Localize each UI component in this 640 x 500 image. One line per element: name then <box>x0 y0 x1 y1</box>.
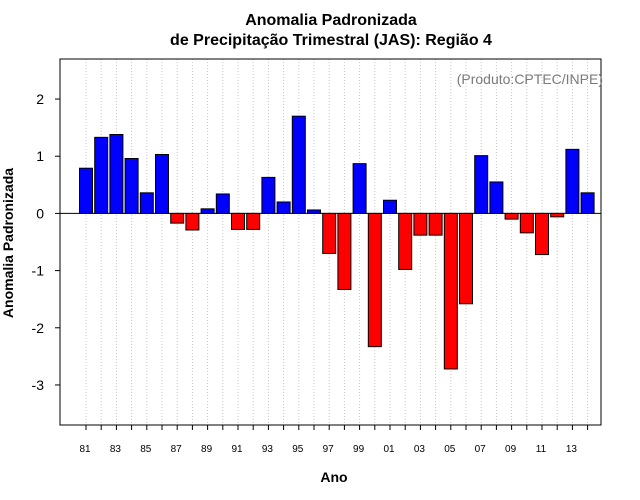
bar-13 <box>565 148 580 214</box>
y-tick-label: -2 <box>32 320 45 336</box>
bar-01 <box>383 199 397 214</box>
x-tick-label: 03 <box>414 444 426 455</box>
y-tick-label: -1 <box>32 263 45 279</box>
plot-frame <box>59 58 602 426</box>
chart-title-line2: de Precipitação Trimestral (JAS): Região… <box>170 32 492 49</box>
x-tick-label: 87 <box>171 444 183 455</box>
x-tick-label: 91 <box>231 444 243 455</box>
x-tick-label: 99 <box>353 444 365 455</box>
bar-89 <box>200 208 215 214</box>
x-tick-label: 95 <box>292 444 304 455</box>
y-tick-label: 1 <box>36 148 44 164</box>
x-tick-label: 83 <box>110 444 122 455</box>
bar-09 <box>504 212 519 220</box>
y-tick-label: 0 <box>36 205 44 221</box>
bar-05 <box>443 212 458 370</box>
bar-87 <box>170 212 185 224</box>
grid <box>85 59 589 425</box>
bar-00 <box>367 212 382 348</box>
bar-90 <box>215 193 230 214</box>
x-tick-label: 89 <box>201 444 213 455</box>
bar-14 <box>580 192 595 214</box>
bar-94 <box>276 201 291 214</box>
bar-03 <box>413 212 428 236</box>
bar-08 <box>489 181 504 214</box>
bar-99 <box>352 163 367 214</box>
bar-98 <box>337 212 352 290</box>
x-tick-label: 85 <box>140 444 152 455</box>
bar-85 <box>139 192 154 214</box>
x-tick-label: 13 <box>566 444 578 455</box>
bar-04 <box>428 212 443 236</box>
bar-81 <box>79 167 93 214</box>
bar-83 <box>109 133 124 214</box>
bar-96 <box>307 209 321 214</box>
bar-10 <box>519 212 534 234</box>
y-axis-label: Anomalia Padronizada <box>0 168 16 318</box>
y-axis: -3 -2 -1 0 1 2 <box>32 91 60 393</box>
x-tick-label: 07 <box>475 444 487 455</box>
y-tick-label: 2 <box>36 91 44 107</box>
product-annotation: (Produto:CPTEC/INPE) <box>457 71 603 87</box>
bar-86 <box>155 154 169 214</box>
bar-91 <box>231 212 245 230</box>
bar-06 <box>459 212 473 305</box>
x-tick-label: 97 <box>323 444 335 455</box>
x-tick-label: 81 <box>79 444 91 455</box>
x-axis-label: Ano <box>320 469 347 485</box>
x-tick-label: 11 <box>536 444 547 455</box>
bar-12 <box>550 212 565 218</box>
bar-82 <box>94 136 109 214</box>
bar-84 <box>124 158 139 214</box>
x-tick-label: 09 <box>505 444 517 455</box>
bar-95 <box>291 115 306 214</box>
bar-88 <box>185 212 200 231</box>
bar-02 <box>398 212 413 270</box>
bar-93 <box>261 176 276 214</box>
x-tick-label: 05 <box>444 444 456 455</box>
bar-11 <box>535 212 549 256</box>
y-tick-label: -3 <box>32 377 45 393</box>
bar-07 <box>474 155 489 214</box>
x-tick-label: 93 <box>262 444 274 455</box>
x-tick-label: 01 <box>383 444 395 455</box>
x-axis: 81 83 85 87 89 91 93 95 97 99 01 03 05 07 09 11 13 <box>79 425 589 455</box>
bar-97 <box>322 212 337 254</box>
bars <box>79 115 595 370</box>
bar-92 <box>246 212 261 230</box>
chart-title-line1: Anomalia Padronizada <box>245 12 417 29</box>
